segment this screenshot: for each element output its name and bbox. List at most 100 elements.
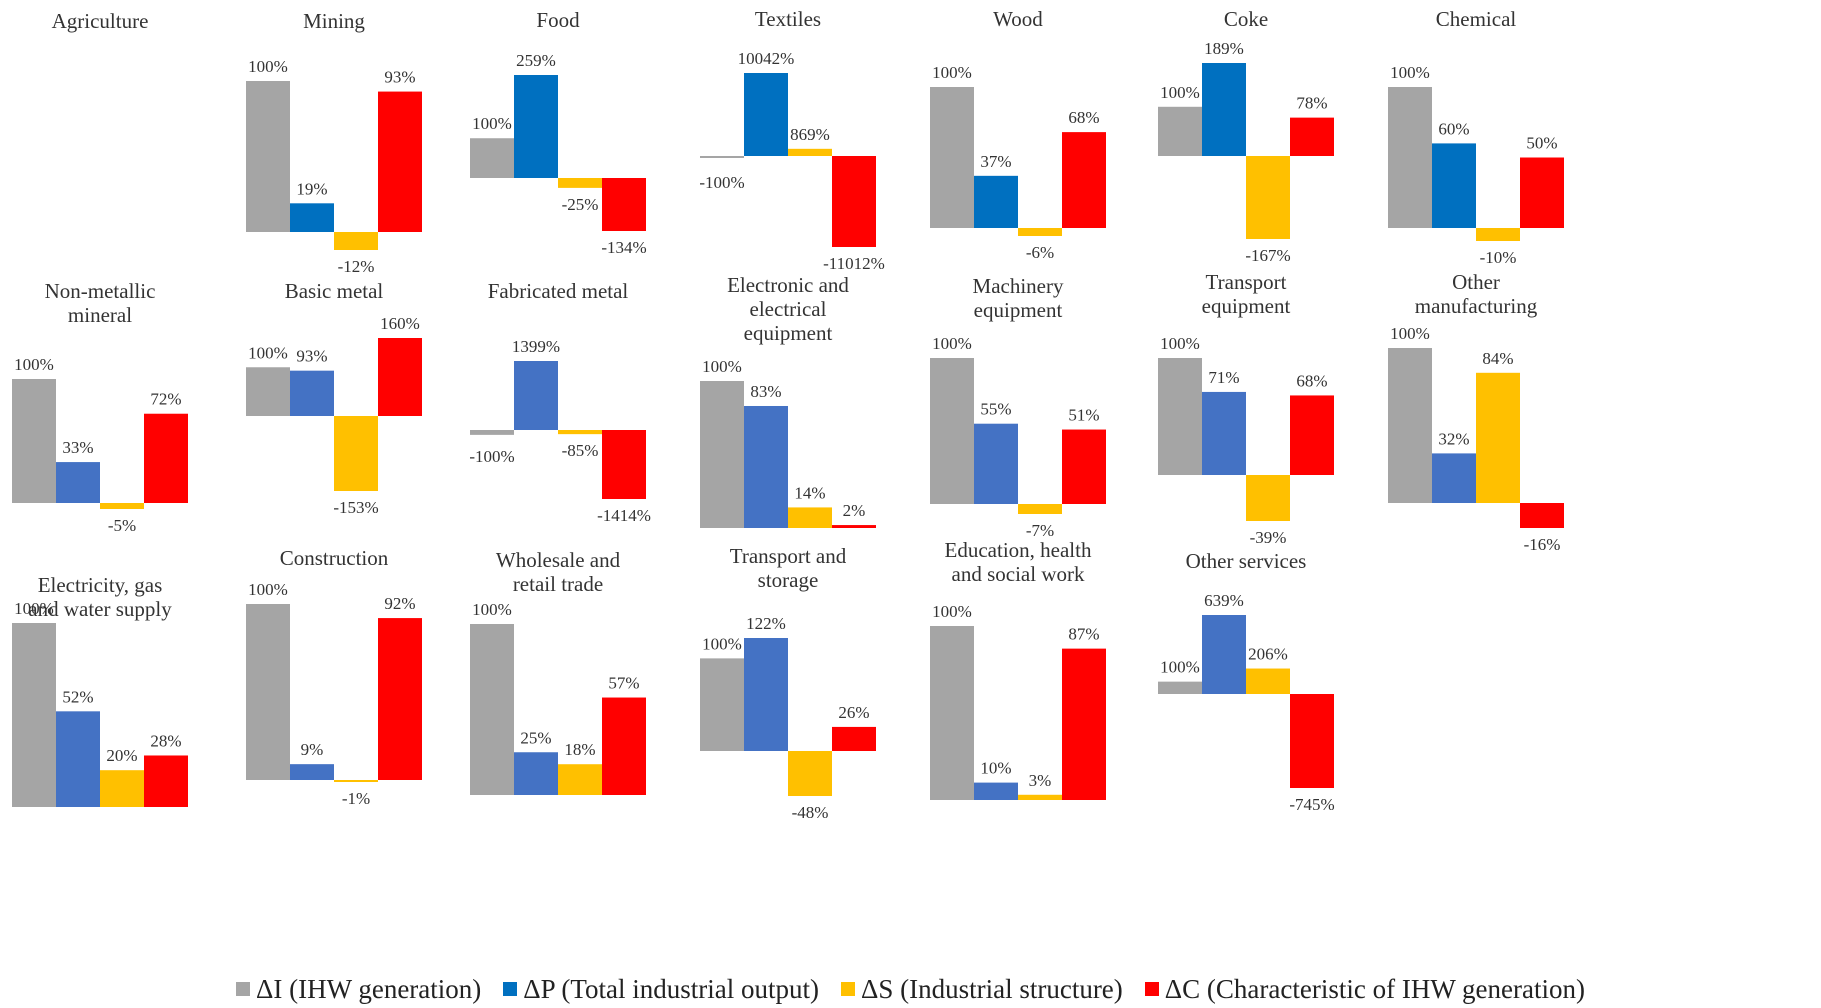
label-mining-delta-s: -12% (338, 257, 375, 276)
legend-label-delta-i: ΔI (IHW generation) (256, 973, 482, 1004)
label-electricity-gas-and-water-supply-delta-c: 28% (150, 731, 181, 750)
label-machinery-equipment-delta-s: -7% (1026, 521, 1054, 540)
panel-textiles: Textiles -100% 10042% 869% -11012% (699, 7, 885, 273)
bar-electricity-gas-and-water-supply-delta-i (12, 623, 56, 807)
bar-electricity-gas-and-water-supply-delta-p (56, 711, 100, 807)
label-transport-equipment-delta-s: -39% (1250, 528, 1287, 547)
bar-chemical-delta-c (1520, 157, 1564, 228)
panel-basic-metal: Basic metal 100% 93% -153% 160% (246, 279, 422, 517)
bar-transport-equipment-delta-c (1290, 395, 1334, 475)
label-transport-equipment-delta-p: 71% (1208, 368, 1239, 387)
label-other-manufacturing-delta-i: 100% (1390, 324, 1430, 343)
bar-basic-metal-delta-c (378, 338, 422, 416)
bar-other-manufacturing-delta-i (1388, 348, 1432, 503)
bar-wholesale-and-retail-trade-delta-c (602, 697, 646, 795)
panel-wholesale-and-retail-trade: Wholesale and retail trade 100% 25% 18% 57% (470, 548, 646, 795)
bar-transport-and-storage-delta-i (700, 658, 744, 751)
bar-wholesale-and-retail-trade-delta-s (558, 764, 602, 795)
legend-swatch-delta-i (236, 982, 250, 996)
bar-food-delta-s (558, 178, 602, 188)
bar-fabricated-metal-delta-c (602, 430, 646, 499)
bar-chemical-delta-s (1476, 228, 1520, 241)
bar-electronic-and-electrical-equipment-delta-c (832, 525, 876, 528)
label-education-health-and-social-work-delta-p: 10% (980, 759, 1011, 778)
panel-title-construction: Construction (280, 546, 389, 570)
legend-item-delta-s: ΔS (Industrial structure) (840, 974, 1123, 1005)
label-textiles-delta-i: -100% (699, 173, 744, 192)
bar-mining-delta-p (290, 203, 334, 232)
panel-food: Food 100% 259% -25% -134% (470, 8, 647, 257)
label-electronic-and-electrical-equipment-delta-i: 100% (702, 357, 742, 376)
bar-other-services-delta-i (1158, 681, 1202, 694)
panel-title-machinery-equipment: Machinery equipment (973, 274, 1064, 322)
label-wholesale-and-retail-trade-delta-p: 25% (520, 728, 551, 747)
panel-electronic-and-electrical-equipment: Electronic and electrical equipment 100% 83%… (700, 273, 876, 528)
bar-machinery-equipment-delta-p (974, 423, 1018, 504)
bar-education-health-and-social-work-delta-i (930, 626, 974, 800)
label-food-delta-c: -134% (601, 238, 646, 257)
bar-coke-delta-i (1158, 106, 1202, 156)
label-education-health-and-social-work-delta-i: 100% (932, 602, 972, 621)
label-textiles-delta-p: 10042% (738, 49, 795, 68)
bar-electronic-and-electrical-equipment-delta-s (788, 507, 832, 528)
label-mining-delta-p: 19% (296, 179, 327, 198)
label-non-metallic-mineral-delta-c: 72% (150, 390, 181, 409)
label-transport-and-storage-delta-p: 122% (746, 614, 786, 633)
bar-wood-delta-p (974, 175, 1018, 228)
panel-title-education-health-and-social-work: Education, health and social work (945, 538, 1092, 586)
legend-swatch-delta-s (840, 982, 855, 996)
label-food-delta-p: 259% (516, 51, 556, 70)
label-other-services-delta-c: -745% (1289, 795, 1334, 814)
bar-other-manufacturing-delta-p (1432, 453, 1476, 503)
panel-title-fabricated-metal: Fabricated metal (488, 279, 629, 303)
panel-title-electronic-and-electrical-equipment: Electronic and electrical equipment (727, 273, 849, 345)
bar-wood-delta-i (930, 87, 974, 228)
label-wholesale-and-retail-trade-delta-i: 100% (472, 600, 512, 619)
label-chemical-delta-c: 50% (1526, 134, 1557, 153)
label-machinery-equipment-delta-i: 100% (932, 334, 972, 353)
panel-title-other-services: Other services (1186, 549, 1307, 573)
panel-title-basic-metal: Basic metal (285, 279, 384, 303)
bar-coke-delta-c (1290, 117, 1334, 156)
label-non-metallic-mineral-delta-s: -5% (108, 516, 136, 535)
bar-construction-delta-i (246, 604, 290, 780)
label-transport-and-storage-delta-i: 100% (702, 634, 742, 653)
label-wholesale-and-retail-trade-delta-s: 18% (564, 740, 595, 759)
bar-basic-metal-delta-p (290, 370, 334, 416)
panel-fabricated-metal: Fabricated metal -100% 1399% -85% -1414% (469, 279, 651, 525)
panel-non-metallic-mineral: Non-metallic mineral 100% 33% -5% 72% (12, 279, 188, 535)
panel-title-transport-and-storage: Transport and storage (730, 544, 847, 592)
legend: ΔI (IHW generation) ΔP (Total industrial… (0, 970, 1821, 1008)
bar-electricity-gas-and-water-supply-delta-s (100, 770, 144, 807)
bar-transport-and-storage-delta-p (744, 638, 788, 751)
bar-wood-delta-s (1018, 228, 1062, 236)
legend-item-delta-c: ΔC (Characteristic of IHW generation) (1144, 974, 1585, 1005)
label-wood-delta-p: 37% (980, 152, 1011, 171)
label-fabricated-metal-delta-p: 1399% (512, 337, 560, 356)
panel-education-health-and-social-work: Education, health and social work 100% 10% 3… (930, 538, 1106, 800)
label-construction-delta-s: -1% (342, 789, 370, 808)
label-chemical-delta-p: 60% (1438, 119, 1469, 138)
bar-mining-delta-i (246, 81, 290, 232)
panel-title-mining: Mining (303, 9, 365, 33)
label-fabricated-metal-delta-s: -85% (562, 441, 599, 460)
bar-transport-and-storage-delta-c (832, 726, 876, 751)
label-other-manufacturing-delta-c: -16% (1524, 535, 1561, 554)
bar-mining-delta-s (334, 232, 378, 250)
bar-machinery-equipment-delta-c (1062, 429, 1106, 504)
label-basic-metal-delta-s: -153% (333, 498, 378, 517)
label-coke-delta-c: 78% (1296, 94, 1327, 113)
bar-education-health-and-social-work-delta-c (1062, 648, 1106, 800)
bar-other-manufacturing-delta-s (1476, 372, 1520, 503)
bar-fabricated-metal-delta-s (558, 430, 602, 435)
bar-basic-metal-delta-s (334, 416, 378, 491)
bar-textiles-delta-s (788, 148, 832, 156)
bar-basic-metal-delta-i (246, 367, 290, 416)
label-electricity-gas-and-water-supply-delta-i: 100% (14, 599, 54, 618)
label-textiles-delta-s: 869% (790, 125, 830, 144)
panel-title-agriculture: Agriculture (52, 9, 149, 33)
label-other-services-delta-p: 639% (1204, 591, 1244, 610)
label-transport-and-storage-delta-s: -48% (792, 803, 829, 822)
